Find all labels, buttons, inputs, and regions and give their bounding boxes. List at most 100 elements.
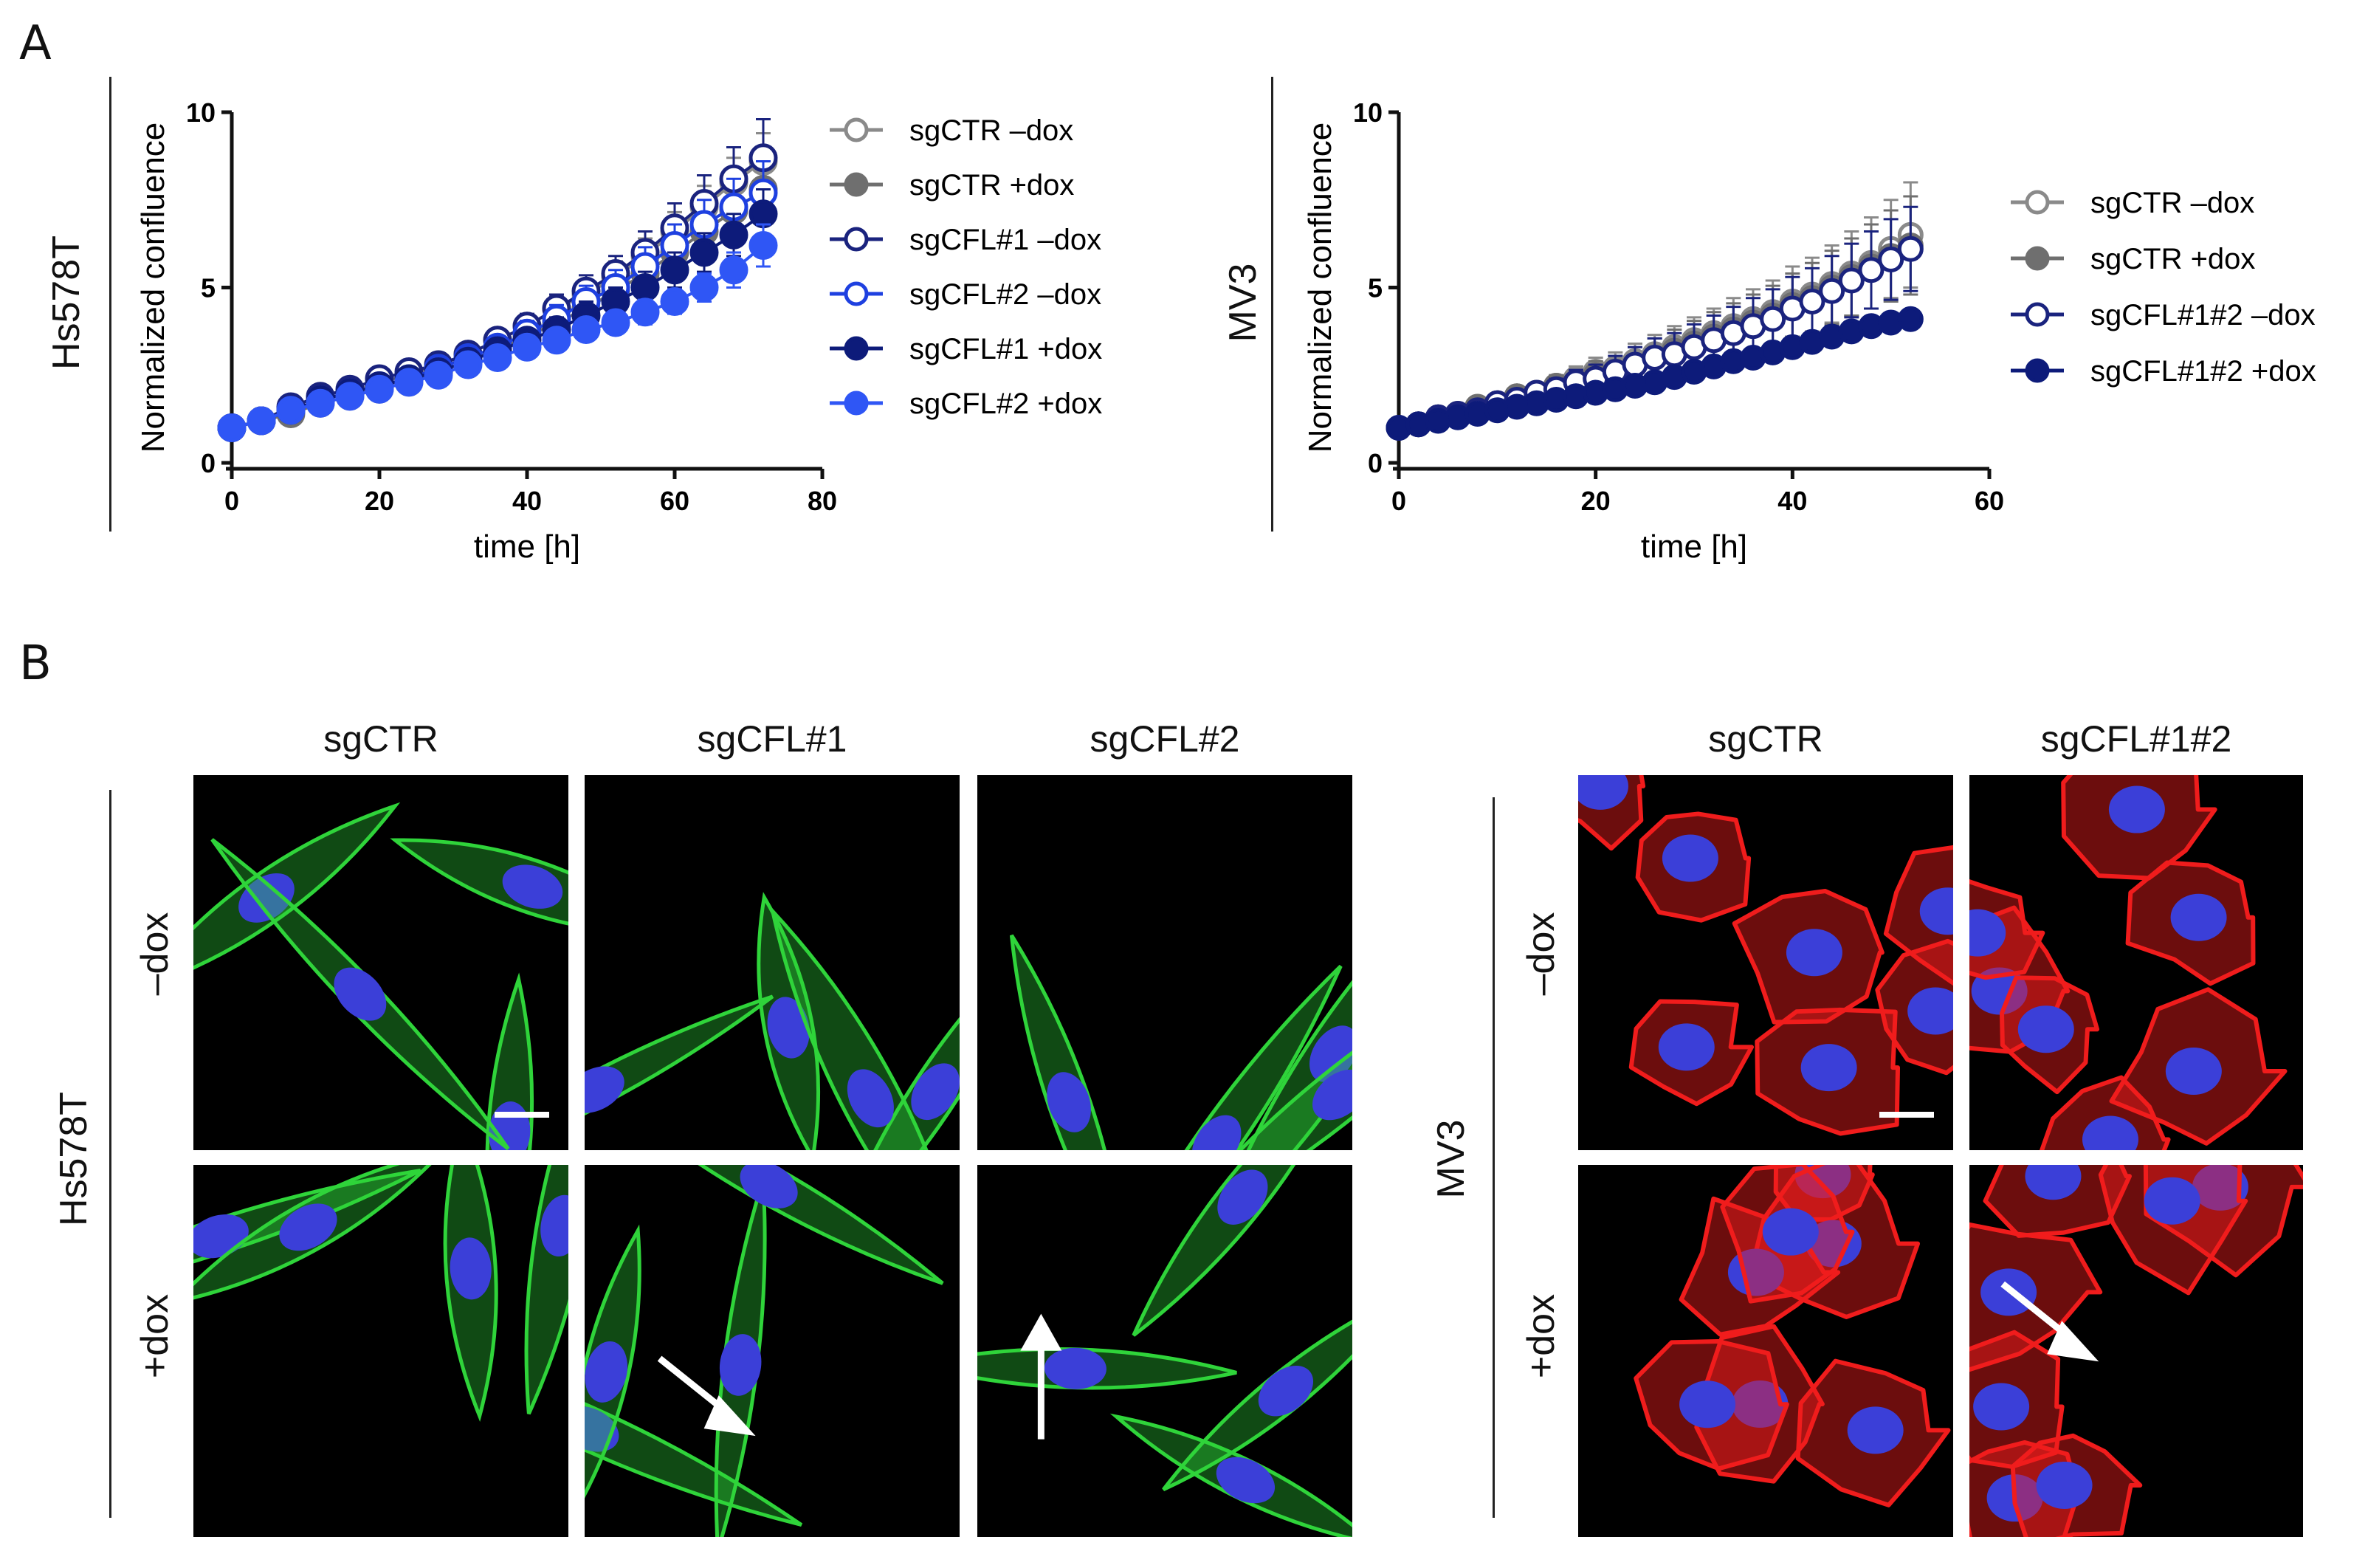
x-tick-label: 80 xyxy=(808,486,837,516)
cell xyxy=(1969,878,2045,980)
legend-marker xyxy=(2025,358,2050,383)
legend-marker xyxy=(2025,190,2050,215)
col-label-hs-sgctr: sgCTR xyxy=(323,718,438,760)
row-label-hs578t-b: Hs578T xyxy=(52,1091,95,1227)
data-point xyxy=(512,332,542,362)
cell xyxy=(1755,1007,1901,1136)
data-point xyxy=(306,388,335,418)
micrograph-mv-sgctr-minus-dox xyxy=(1578,775,1953,1150)
data-point xyxy=(660,287,689,316)
x-tick-label: 40 xyxy=(1777,486,1807,516)
micrograph-image xyxy=(1578,775,1953,1150)
data-point xyxy=(1799,289,1825,314)
micrograph-hs-sgcfl2-minus-dox xyxy=(977,775,1352,1150)
panel-letter-b: B xyxy=(19,636,52,691)
micrograph-image xyxy=(977,1165,1352,1537)
micrograph-image xyxy=(1578,1165,1953,1537)
cell xyxy=(2125,860,2256,986)
legend-entry: sgCFL#2 +dox xyxy=(909,388,1102,420)
y-axis-label: Normalized confluence xyxy=(1302,123,1338,453)
y-tick-label: 0 xyxy=(201,448,216,478)
cell xyxy=(1720,1165,1855,1304)
row-label-mv3-b: MV3 xyxy=(1430,1119,1473,1199)
data-point xyxy=(1858,257,1885,283)
cell xyxy=(1132,1165,1296,1337)
y-tick-label: 10 xyxy=(1353,97,1383,128)
cell xyxy=(524,1165,568,1415)
legend-marker xyxy=(844,227,869,252)
micrograph-hs-sgcfl1-plus-dox xyxy=(585,1165,960,1537)
row-label-hs578t-a: Hs578T xyxy=(45,235,88,371)
y-tick-label: 0 xyxy=(1368,448,1383,478)
legend-entry: sgCFL#1 –dox xyxy=(909,224,1101,256)
col-label-mv-sgcfl12: sgCFL#1#2 xyxy=(2040,718,2232,760)
legend-entry: sgCFL#1 +dox xyxy=(909,333,1102,365)
cell xyxy=(1983,1165,2132,1238)
data-point xyxy=(689,273,719,302)
micrograph-image xyxy=(193,775,568,1150)
legend-entry: sgCTR +dox xyxy=(909,169,1074,202)
data-point xyxy=(630,273,660,302)
cell xyxy=(757,892,821,1150)
row-label-mv-minus-dox: –dox xyxy=(1520,912,1563,996)
micrograph-mv-sgcfl12-plus-dox xyxy=(1969,1165,2303,1537)
micrograph-hs-sgctr-plus-dox xyxy=(193,1165,568,1537)
cell xyxy=(1679,1196,1841,1337)
cell xyxy=(1162,1319,1352,1492)
x-tick-label: 20 xyxy=(365,486,394,516)
arrow-icon xyxy=(2000,1281,2099,1362)
micrograph-image xyxy=(585,775,960,1150)
data-point xyxy=(1897,235,1924,262)
col-label-mv-sgctr: sgCTR xyxy=(1708,718,1823,760)
legend-marker xyxy=(844,391,869,416)
legend-marker xyxy=(844,117,869,142)
data-point xyxy=(1897,306,1924,332)
cell xyxy=(1732,888,1885,1025)
legend-marker xyxy=(844,281,869,306)
legend-marker xyxy=(2025,246,2050,271)
cell xyxy=(698,1165,944,1285)
legend-entry: sgCFL#2 –dox xyxy=(909,278,1101,311)
x-tick-label: 0 xyxy=(224,486,239,516)
legend-marker xyxy=(844,336,869,361)
micrograph-hs-sgctr-minus-dox xyxy=(193,775,568,1150)
cell xyxy=(2039,1075,2171,1150)
series-3 xyxy=(1386,306,1924,441)
cell xyxy=(193,802,401,970)
data-point xyxy=(660,255,689,285)
cell xyxy=(585,994,774,1116)
cell xyxy=(443,1165,498,1422)
data-point xyxy=(247,406,276,436)
y-axis-label: Normalized confluence xyxy=(135,123,171,453)
legend-marker xyxy=(2025,302,2050,327)
cell xyxy=(1634,1339,1789,1471)
data-point xyxy=(601,308,630,337)
cell xyxy=(210,838,510,1150)
data-point xyxy=(1878,247,1904,272)
data-point xyxy=(217,413,247,442)
row-label-mv-plus-dox: +dox xyxy=(1520,1293,1563,1379)
cell xyxy=(714,1178,767,1537)
row-divider-hs-a xyxy=(109,77,111,532)
cell xyxy=(1237,1050,1352,1150)
legend-entry: sgCTR –dox xyxy=(909,114,1073,147)
chart-hs578t-confluence: 0 5 10 0 20 40 60 80 time [h] Normalized confluen… xyxy=(135,97,1102,565)
micrograph-hs-sgcfl1-minus-dox xyxy=(585,775,960,1150)
legend-entry: sgCFL#1#2 –dox xyxy=(2090,299,2316,331)
y-tick-label: 5 xyxy=(201,273,216,303)
cell xyxy=(1999,975,2100,1095)
y-tick-label: 10 xyxy=(186,97,216,128)
row-label-hs-plus-dox: +dox xyxy=(134,1293,176,1379)
x-tick-label: 40 xyxy=(512,486,542,516)
legend-marker xyxy=(844,172,869,197)
panel-letter-a: A xyxy=(19,16,52,71)
micrograph-image xyxy=(585,1165,960,1537)
row-divider-hs-b xyxy=(109,790,111,1518)
data-point xyxy=(748,199,778,229)
data-point xyxy=(630,298,660,327)
legend-entry: sgCFL#1#2 +dox xyxy=(2090,355,2316,388)
row-divider-mv-b xyxy=(1493,797,1495,1518)
cell xyxy=(1628,999,1755,1107)
micrograph-image xyxy=(1969,1165,2303,1537)
cell xyxy=(1883,845,1953,986)
